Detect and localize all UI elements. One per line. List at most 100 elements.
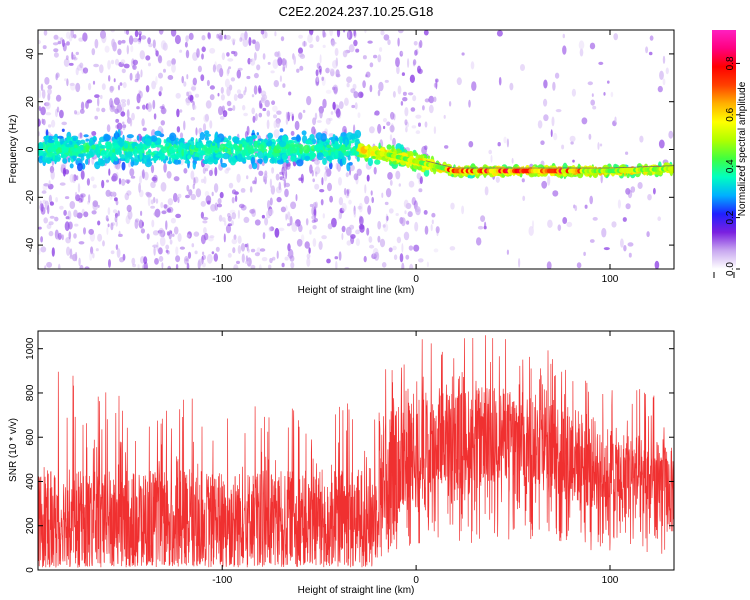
spectrogram-cell [336,30,341,38]
spectrogram-cell [113,97,120,106]
spectrogram-cell [192,162,196,170]
spectrogram-cell [134,219,139,229]
spectrogram-cell [45,101,51,110]
spectrogram-cell [386,144,392,150]
spectrogram-cell [343,146,350,151]
spectrogram-cell [318,65,322,73]
spectrogram-cell [273,114,277,119]
spectrogram-cell [490,154,493,163]
spectrogram-cell [187,251,192,259]
x-tick-label: -100 [212,575,232,586]
spectrogram-cell [76,212,83,219]
spectrogram-cell [311,215,317,220]
spectrogram-cell [202,220,208,224]
spectrogram-cell [355,238,360,247]
spectrogram-cell [576,262,582,269]
spectrogram-cell [627,190,633,199]
spectrogram-cell [161,262,164,269]
spectrogram-cell [192,52,198,61]
spectrogram-cell [207,200,211,205]
spectrogram-cell [160,155,165,160]
spectrogram-cell [247,57,251,65]
spectrogram-cell [244,30,248,41]
spectrogram-cell [179,49,183,53]
spectrogram-cell [224,78,230,88]
spectrogram-cell [199,132,205,140]
spectrogram-cell [324,166,329,171]
spectrogram-cell [115,244,119,251]
spectrogram-cell [296,159,304,167]
spectrogram-cell [403,231,410,241]
spectrogram-cell [188,32,194,41]
spectrogram-cell [334,256,339,260]
spectrogram-cell [219,191,224,199]
spectrogram-cell [293,143,301,148]
spectrogram-cell [193,156,200,161]
spectrogram-cell [520,64,525,71]
spectrogram-cell [183,168,188,174]
x-tick-label: -100 [212,274,232,285]
spectrogram-cell [106,179,109,183]
spectrogram-cell [204,164,210,170]
spectrogram-cell [276,159,284,165]
spectrogram-cell [220,157,223,165]
spectrogram-cell [136,135,140,141]
x-tick-label: 100 [602,575,619,586]
spectrogram-cell [281,153,288,160]
y-tick-label: 600 [25,428,36,445]
spectrogram-cell [418,258,424,263]
spectrogram-cell [316,120,322,123]
spectrogram-cell [152,39,156,49]
spectrogram-cell [269,157,277,164]
spectrogram-cell [258,112,263,118]
spectrogram-cell [262,232,266,240]
spectrogram-cell [370,190,373,196]
spectrogram-cell [194,93,200,98]
spectrogram-cell [236,89,242,95]
spectrogram-cell [407,58,410,68]
spectrogram-cell [170,230,173,234]
spectrogram-cell [111,152,116,160]
spectrogram-cell [121,161,126,171]
spectrogram-cell [248,164,253,170]
spectrogram-cell [169,132,177,142]
spectrogram-cell [43,217,48,224]
spectrogram-cell [252,115,256,123]
spectrogram-cell [86,178,90,186]
spectrogram-cell [276,110,282,115]
spectrogram-cell [251,94,255,98]
spectrogram-cell [591,93,594,97]
spectrogram-cell [92,80,96,85]
spectrogram-cell [488,149,493,155]
spectrogram-cell [570,141,574,145]
spectrogram-cell [227,223,233,227]
spectrogram-cell [427,155,431,160]
colorbar-tick-label: 0.8 [725,56,736,70]
spectrogram-cell [60,163,67,168]
spectrogram-cell [592,105,597,110]
spectrogram-cell [296,134,301,142]
spectrogram-cell [214,166,218,177]
spectrogram-cell [547,219,553,228]
spectrogram-cell [402,97,408,102]
spectrogram-cell [234,146,241,152]
colorbar-tick-label: 0.0 [725,262,736,276]
spectrogram-cell [139,50,145,60]
spectrogram-cell [126,98,130,106]
spectrogram-cell [147,196,151,207]
spectrogram-cell [404,107,409,117]
spectrogram-cell [181,148,184,157]
spectrogram-cell [253,140,258,150]
spectrogram-cell [185,258,189,262]
spectrogram-cell [561,144,565,150]
spectrogram-cell [247,248,250,253]
spectrogram-cell [105,149,110,159]
spectrogram-cell [592,217,598,221]
x-tick-label: 0 [413,274,419,285]
spectrogram-cell [649,35,654,41]
spectrogram-cell [355,48,360,53]
spectrogram-cell [230,147,234,154]
spectrogram-cell [436,229,439,237]
spectrogram-cell [92,136,97,140]
spectrogram-cell [212,147,219,151]
